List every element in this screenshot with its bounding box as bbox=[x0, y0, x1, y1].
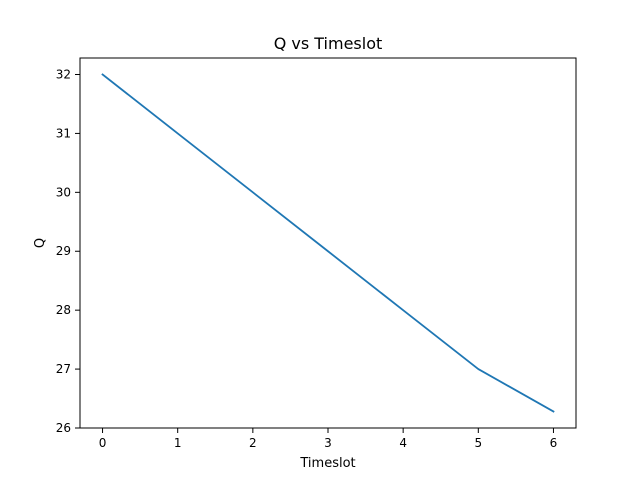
x-tick-label: 3 bbox=[324, 436, 332, 450]
x-tick-label: 1 bbox=[174, 436, 182, 450]
series-line bbox=[101, 73, 555, 413]
y-tick-label: 30 bbox=[56, 185, 71, 199]
x-tick-label: 4 bbox=[399, 436, 407, 450]
y-tick-label: 28 bbox=[56, 303, 71, 317]
plot-area bbox=[80, 58, 576, 428]
y-tick-label: 31 bbox=[56, 126, 71, 140]
x-tick-label: 5 bbox=[474, 436, 482, 450]
x-tick-label: 2 bbox=[249, 436, 257, 450]
axis-ticks: 0 1 2 3 4 5 6 26 27 28 29 30 31 32 bbox=[56, 67, 558, 450]
chart-title: Q vs Timeslot bbox=[274, 34, 383, 53]
x-axis-label: Timeslot bbox=[299, 456, 355, 471]
y-axis-label: Q bbox=[33, 238, 48, 248]
x-tick-label: 6 bbox=[550, 436, 558, 450]
y-tick-label: 26 bbox=[56, 421, 71, 435]
axes-frame bbox=[79, 57, 577, 429]
y-tick-label: 27 bbox=[56, 362, 71, 376]
x-tick-label: 0 bbox=[99, 436, 107, 450]
y-tick-label: 32 bbox=[56, 67, 71, 81]
data-series bbox=[101, 73, 555, 413]
y-tick-label: 29 bbox=[56, 244, 71, 258]
